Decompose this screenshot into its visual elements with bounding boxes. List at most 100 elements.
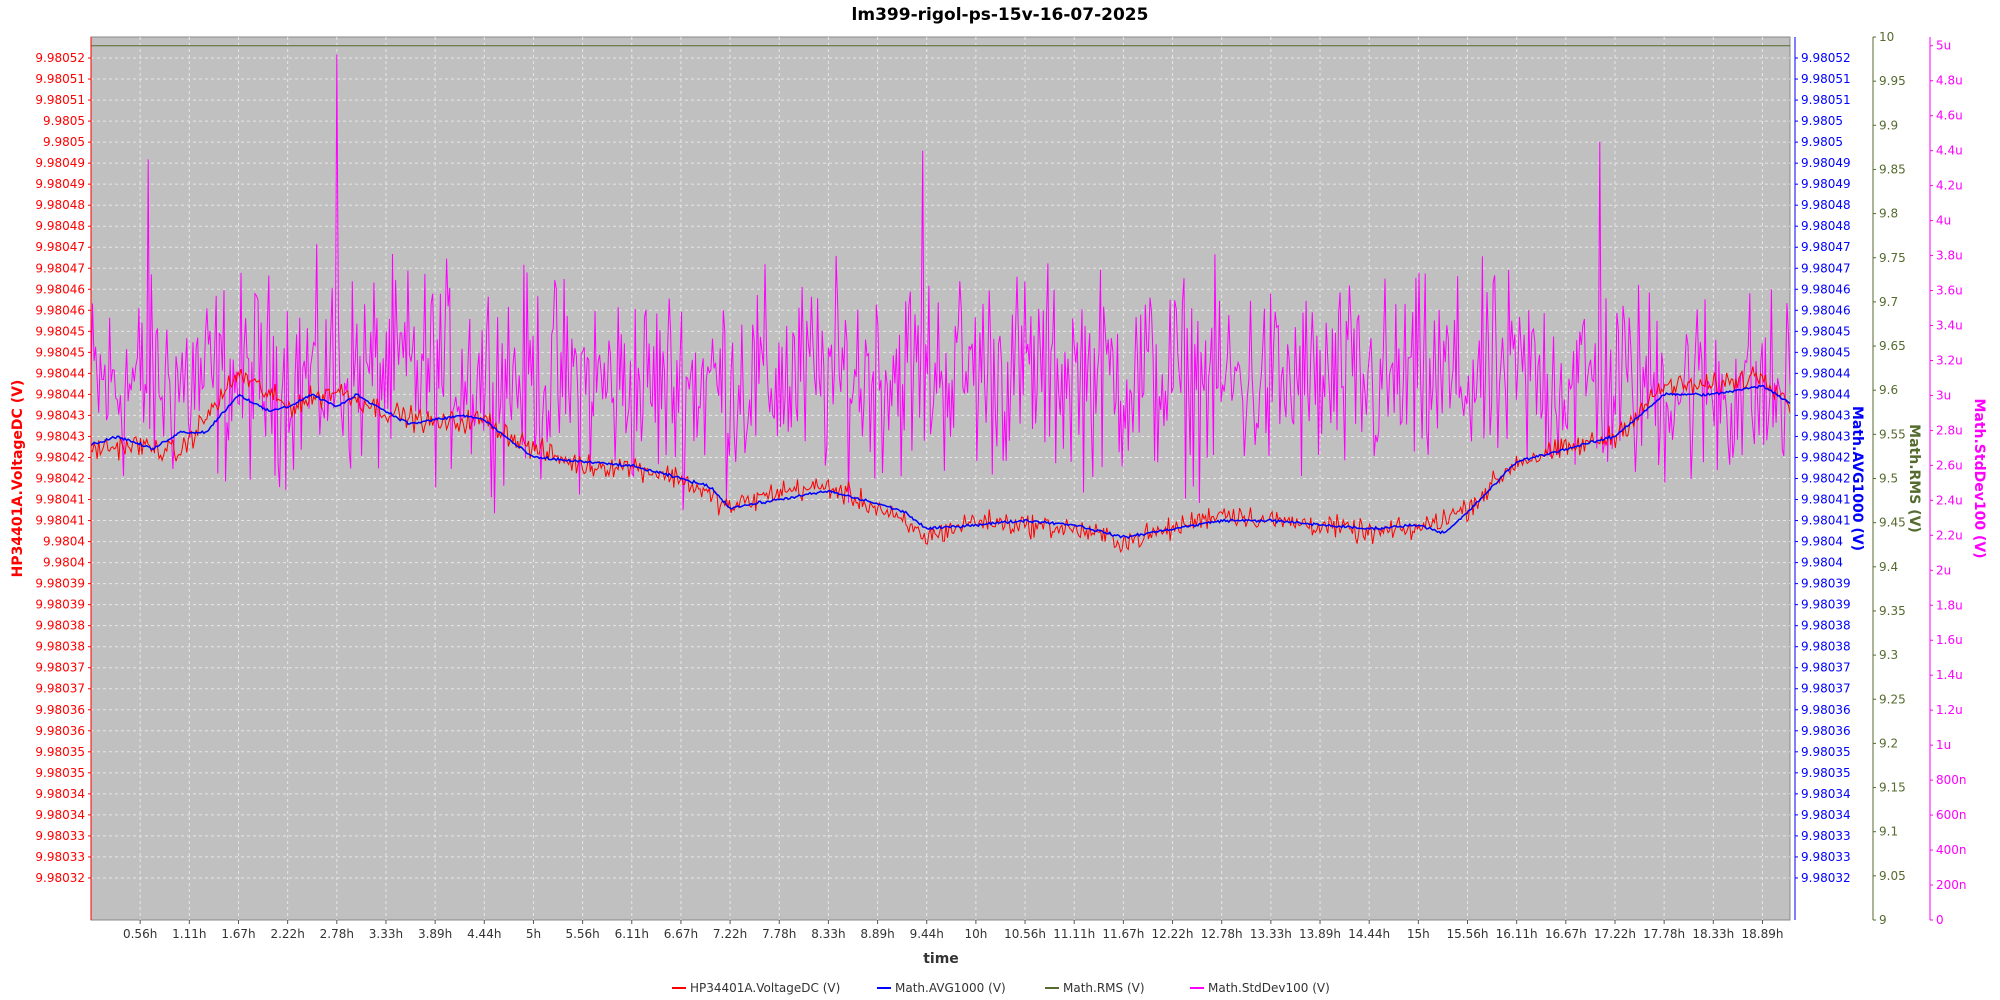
left-tick-label: 9.98043 bbox=[35, 408, 85, 422]
left-tick-label: 9.98035 bbox=[35, 745, 85, 759]
right3-tick-label: 1.4u bbox=[1936, 668, 1963, 682]
right1-tick-label: 9.98036 bbox=[1801, 724, 1851, 738]
x-tick-label: 5.56h bbox=[565, 927, 599, 941]
x-tick-label: 9.44h bbox=[910, 927, 944, 941]
x-tick-label: 5h bbox=[526, 927, 541, 941]
right2-tick-label: 9.65 bbox=[1879, 339, 1906, 353]
right1-tick-label: 9.98032 bbox=[1801, 871, 1851, 885]
x-tick-label: 13.33h bbox=[1250, 927, 1292, 941]
right1-tick-label: 9.9804 bbox=[1801, 556, 1843, 570]
right2-tick-label: 9.05 bbox=[1879, 869, 1906, 883]
right1-tick-label: 9.9805 bbox=[1801, 114, 1843, 128]
left-tick-label: 9.98048 bbox=[35, 219, 85, 233]
right2-tick-label: 9.3 bbox=[1879, 648, 1898, 662]
x-tick-label: 15.56h bbox=[1447, 927, 1489, 941]
right1-tick-label: 9.98037 bbox=[1801, 682, 1851, 696]
right3-tick-label: 4.4u bbox=[1936, 144, 1963, 158]
right1-tick-label: 9.98043 bbox=[1801, 429, 1851, 443]
left-tick-label: 9.98043 bbox=[35, 429, 85, 443]
left-tick-label: 9.98046 bbox=[35, 303, 85, 317]
legend-entry: Math.AVG1000 (V) bbox=[895, 981, 1006, 995]
left-tick-label: 9.98034 bbox=[35, 808, 85, 822]
right1-tick-label: 9.98038 bbox=[1801, 619, 1851, 633]
left-tick-label: 9.98037 bbox=[35, 682, 85, 696]
x-tick-label: 17.78h bbox=[1643, 927, 1685, 941]
right1-tick-label: 9.98034 bbox=[1801, 808, 1851, 822]
right3-tick-label: 0 bbox=[1936, 913, 1944, 927]
right2-tick-label: 9.45 bbox=[1879, 516, 1906, 530]
right1-tick-label: 9.98044 bbox=[1801, 366, 1851, 380]
right2-tick-label: 9.6 bbox=[1879, 383, 1898, 397]
left-tick-label: 9.98051 bbox=[35, 72, 85, 86]
right2-tick-label: 9.85 bbox=[1879, 162, 1906, 176]
right1-tick-label: 9.98046 bbox=[1801, 303, 1851, 317]
x-tick-label: 6.67h bbox=[664, 927, 698, 941]
right1-tick-label: 9.98038 bbox=[1801, 640, 1851, 654]
right3-tick-label: 3.2u bbox=[1936, 353, 1963, 367]
right2-tick-label: 9.75 bbox=[1879, 251, 1906, 265]
x-tick-label: 18.89h bbox=[1741, 927, 1783, 941]
x-tick-label: 10h bbox=[964, 927, 987, 941]
right3-tick-label: 2.8u bbox=[1936, 423, 1963, 437]
left-tick-label: 9.98041 bbox=[35, 514, 85, 528]
right2-tick-label: 9.55 bbox=[1879, 427, 1906, 441]
right1-tick-label: 9.98049 bbox=[1801, 177, 1851, 191]
right2-tick-label: 9.9 bbox=[1879, 118, 1898, 132]
right1-tick-label: 9.98041 bbox=[1801, 514, 1851, 528]
x-axis-title: time bbox=[923, 951, 959, 967]
left-tick-label: 9.98039 bbox=[35, 598, 85, 612]
left-tick-label: 9.98046 bbox=[35, 282, 85, 296]
right2-tick-label: 9.1 bbox=[1879, 825, 1898, 839]
right3-tick-label: 600n bbox=[1936, 808, 1967, 822]
left-tick-label: 9.98049 bbox=[35, 177, 85, 191]
right1-tick-label: 9.98048 bbox=[1801, 219, 1851, 233]
x-tick-label: 16.11h bbox=[1496, 927, 1538, 941]
right3-tick-label: 1.2u bbox=[1936, 703, 1963, 717]
right3-tick-label: 1.8u bbox=[1936, 598, 1963, 612]
left-tick-label: 9.98032 bbox=[35, 871, 85, 885]
gridlines bbox=[91, 37, 1790, 920]
right1-tick-label: 9.98034 bbox=[1801, 787, 1851, 801]
right2-tick-label: 9 bbox=[1879, 913, 1887, 927]
x-tick-label: 7.78h bbox=[762, 927, 796, 941]
right1-tick-label: 9.98051 bbox=[1801, 72, 1851, 86]
x-tick-label: 10.56h bbox=[1004, 927, 1046, 941]
left-tick-label: 9.98045 bbox=[35, 324, 85, 338]
right1-tick-label: 9.98035 bbox=[1801, 745, 1851, 759]
left-tick-label: 9.98035 bbox=[35, 766, 85, 780]
left-tick-label: 9.98045 bbox=[35, 345, 85, 359]
series-line-3 bbox=[90, 54, 1791, 514]
right1-tick-label: 9.98051 bbox=[1801, 93, 1851, 107]
chart-title: lm399-rigol-ps-15v-16-07-2025 bbox=[852, 5, 1149, 25]
right3-tick-label: 2u bbox=[1936, 563, 1951, 577]
legend: HP34401A.VoltageDC (V) Math.AVG1000 (V) Ma… bbox=[672, 981, 1330, 995]
left-tick-label: 9.98042 bbox=[35, 450, 85, 464]
x-tick-label: 2.78h bbox=[320, 927, 354, 941]
left-tick-label: 9.98048 bbox=[35, 198, 85, 212]
right1-tick-label: 9.98045 bbox=[1801, 324, 1851, 338]
x-tick-label: 3.89h bbox=[418, 927, 452, 941]
x-tick-label: 12.78h bbox=[1201, 927, 1243, 941]
left-tick-label: 9.98033 bbox=[35, 850, 85, 864]
x-tick-label: 2.22h bbox=[270, 927, 304, 941]
x-tick-label: 11.67h bbox=[1102, 927, 1144, 941]
right1-tick-label: 9.98036 bbox=[1801, 703, 1851, 717]
x-tick-label: 16.67h bbox=[1545, 927, 1587, 941]
right3-tick-label: 1u bbox=[1936, 738, 1951, 752]
series-line-1 bbox=[90, 384, 1791, 540]
right2-tick-label: 9.2 bbox=[1879, 736, 1898, 750]
x-tick-label: 14.44h bbox=[1348, 927, 1390, 941]
right1-tick-label: 9.98043 bbox=[1801, 408, 1851, 422]
right1-axis-title: Math.AVG1000 (V) bbox=[1849, 406, 1865, 551]
right1-tick-label: 9.98042 bbox=[1801, 450, 1851, 464]
left-tick-label: 9.98041 bbox=[35, 493, 85, 507]
right1-tick-label: 9.98041 bbox=[1801, 493, 1851, 507]
right2-tick-label: 9.4 bbox=[1879, 560, 1898, 574]
x-tick-label: 1.67h bbox=[221, 927, 255, 941]
right3-tick-label: 2.6u bbox=[1936, 458, 1963, 472]
legend-entry: Math.StdDev100 (V) bbox=[1208, 981, 1330, 995]
left-tick-label: 9.9805 bbox=[43, 135, 85, 149]
x-tick-label: 7.22h bbox=[713, 927, 747, 941]
right1-tick-label: 9.9804 bbox=[1801, 535, 1843, 549]
right3-tick-label: 3.8u bbox=[1936, 249, 1963, 263]
